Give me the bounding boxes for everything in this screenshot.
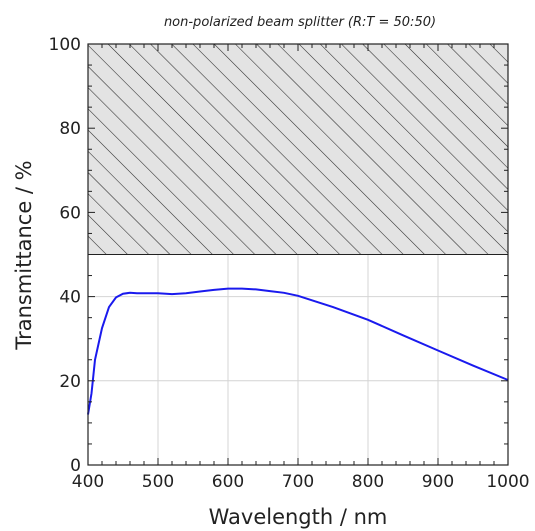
y-tick-label: 40 bbox=[59, 288, 81, 308]
series-layer bbox=[87, 287, 509, 415]
y-tick-label: 80 bbox=[59, 119, 81, 139]
x-tick-label: 700 bbox=[282, 472, 314, 492]
x-tick-labels: 400 500 600 700 800 900 1000 bbox=[72, 472, 530, 492]
series-line bbox=[87, 287, 509, 415]
hatched-region bbox=[87, 43, 509, 255]
y-tick-label: 100 bbox=[49, 35, 81, 55]
x-tick-label: 900 bbox=[422, 472, 454, 492]
x-tick-label: 500 bbox=[142, 472, 174, 492]
x-tick-label: 400 bbox=[72, 472, 104, 492]
x-axis-title: Wavelength / nm bbox=[209, 505, 388, 529]
y-tick-labels: 0 20 40 60 80 100 bbox=[49, 35, 81, 476]
x-tick-label: 800 bbox=[352, 472, 384, 492]
chart-title: non-polarized beam splitter (R:T = 50:50… bbox=[164, 15, 436, 30]
x-tick-label: 600 bbox=[212, 472, 244, 492]
y-tick-label: 0 bbox=[70, 456, 81, 476]
x-tick-label: 1000 bbox=[486, 472, 529, 492]
y-tick-label: 20 bbox=[59, 372, 81, 392]
y-tick-label: 60 bbox=[59, 203, 81, 223]
y-axis-title: Transmittance / % bbox=[12, 160, 36, 350]
axis-ticks bbox=[87, 43, 509, 466]
